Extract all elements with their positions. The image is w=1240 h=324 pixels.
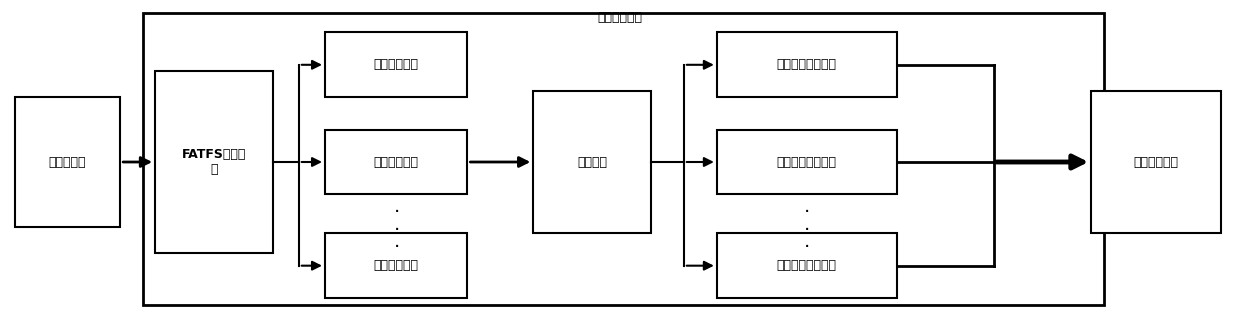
Bar bbox=[15, 97, 120, 227]
Text: 多核处理芯片: 多核处理芯片 bbox=[598, 11, 642, 24]
Text: 音频输出模块: 音频输出模块 bbox=[1133, 156, 1179, 168]
Text: 解码缓存模块: 解码缓存模块 bbox=[373, 156, 419, 168]
Bar bbox=[155, 71, 273, 253]
Bar bbox=[1091, 91, 1221, 233]
Text: FATFS文件模
块: FATFS文件模 块 bbox=[182, 148, 246, 176]
Bar bbox=[325, 32, 467, 97]
Text: 解码缓存模块: 解码缓存模块 bbox=[373, 58, 419, 71]
Text: ·
·
·: · · · bbox=[393, 203, 401, 257]
Text: 解码缓存模块: 解码缓存模块 bbox=[373, 259, 419, 272]
Text: 外部存储器: 外部存储器 bbox=[48, 156, 87, 168]
Text: 处理模块: 处理模块 bbox=[577, 156, 608, 168]
Text: 音频输出缓存模块: 音频输出缓存模块 bbox=[776, 58, 837, 71]
Bar bbox=[717, 130, 897, 194]
Text: 音频输出缓存模块: 音频输出缓存模块 bbox=[776, 259, 837, 272]
Text: 音频输出缓存模块: 音频输出缓存模块 bbox=[776, 156, 837, 168]
Bar bbox=[717, 233, 897, 298]
Text: ·
·
·: · · · bbox=[804, 203, 811, 257]
Bar bbox=[325, 233, 467, 298]
Bar bbox=[533, 91, 651, 233]
Bar bbox=[717, 32, 897, 97]
Bar bbox=[143, 13, 1104, 305]
Bar bbox=[325, 130, 467, 194]
